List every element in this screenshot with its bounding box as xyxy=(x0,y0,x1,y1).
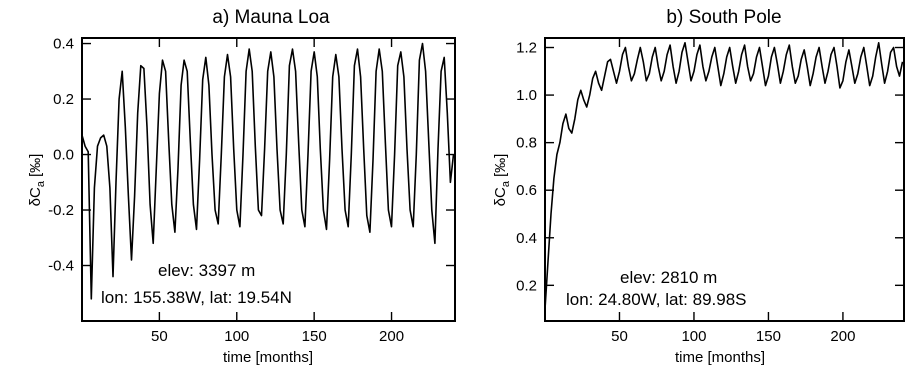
panel-a-ylabel: δCa [‰] xyxy=(27,154,47,207)
panel-b-plot-area: 0.2 0.4 0.6 0.8 1.0 1.2 50 100 150 200 xyxy=(516,38,904,345)
panel-a-plot-area: -0.4 -0.2 0.0 0.2 0.4 50 100 150 200 xyxy=(48,36,455,345)
panel-a-xtick-label: 50 xyxy=(151,328,168,345)
svg-text:δCa[‰]: δCa [‰] xyxy=(492,154,512,207)
panel-b-ytick-label: 1.2 xyxy=(516,40,537,57)
panel-mauna-loa: a) Mauna Loa δCa[‰] time [months] -0.4-0… xyxy=(27,7,456,366)
panel-a-ylabel-main: δC xyxy=(27,187,44,206)
panel-a-annotation-location: lon: 155.38W, lat: 19.54N xyxy=(101,288,292,307)
panel-b-frame xyxy=(544,37,905,322)
panel-b-xtick-label: 200 xyxy=(830,328,855,345)
panel-a-xtick-label: 100 xyxy=(224,328,249,345)
panel-a-title: a) Mauna Loa xyxy=(212,7,330,28)
panel-b-ylabel-main: δC xyxy=(492,187,509,206)
panel-b-ylabel-unit: [‰] xyxy=(492,154,509,177)
panel-a-xtick-label: 200 xyxy=(379,328,404,345)
panel-b-xtick-label: 150 xyxy=(756,328,781,345)
panel-a-annotation-elev: elev: 3397 m xyxy=(158,261,255,280)
panel-a-ytick-label: 0.0 xyxy=(53,147,74,164)
panel-a-ylabel-sub: a xyxy=(35,180,47,187)
panel-b-ytick-label: 0.8 xyxy=(516,135,537,152)
panel-b-annotation-elev: elev: 2810 m xyxy=(620,268,717,287)
panel-b-xtick-label: 100 xyxy=(681,328,706,345)
panel-a-ylabel-unit: [‰] xyxy=(27,154,44,177)
panel-b-ylabel: δCa [‰] xyxy=(492,154,512,207)
panel-b-title: b) South Pole xyxy=(666,7,781,28)
panel-b-annotation-location: lon: 24.80W, lat: 89.98S xyxy=(566,290,747,309)
panel-a-xlabel: time [months] xyxy=(223,349,313,366)
panel-a-ytick-label: 0.2 xyxy=(53,91,74,108)
panel-b-ytick-label: 0.2 xyxy=(516,277,537,294)
panel-b-xtick-label: 50 xyxy=(611,328,628,345)
panel-b-xlabel: time [months] xyxy=(675,349,765,366)
panel-a-ytick-label: -0.4 xyxy=(48,258,74,275)
svg-text:δCa[‰]: δCa [‰] xyxy=(27,154,47,207)
panel-b-series-line xyxy=(544,41,904,310)
panel-b-ytick-label: 0.6 xyxy=(516,182,537,199)
panel-b-ytick-label: 0.4 xyxy=(516,230,537,247)
panel-b-ytick-label: 1.0 xyxy=(516,87,537,104)
panel-a-series-line xyxy=(81,42,455,300)
panel-a-xtick-label: 150 xyxy=(302,328,327,345)
panel-a-ytick-label: -0.2 xyxy=(48,202,74,219)
panel-a-frame xyxy=(81,37,456,322)
panel-a-ytick-label: 0.4 xyxy=(53,36,74,53)
panel-south-pole: b) South Pole δCa[‰] time [months] 0.20.… xyxy=(492,7,905,366)
panel-b-ylabel-sub: a xyxy=(500,180,512,187)
